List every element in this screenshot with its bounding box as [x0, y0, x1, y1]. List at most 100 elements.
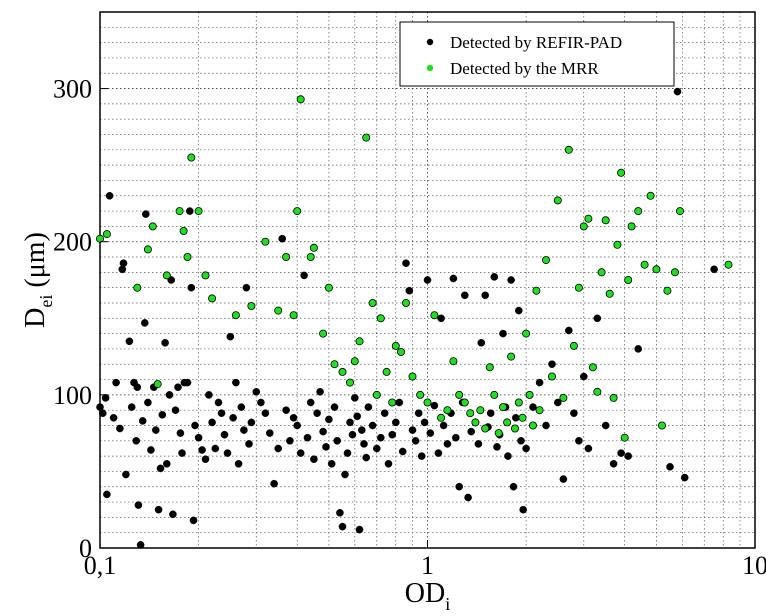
x-tick-label: 1 [421, 551, 434, 580]
point-refir-pad [169, 510, 177, 519]
point-mrr [588, 363, 597, 372]
point-refir-pad [402, 259, 410, 268]
point-mrr [646, 191, 655, 200]
point-mrr [408, 372, 417, 381]
point-mrr [663, 286, 672, 295]
legend-marker-refir-pad [426, 38, 434, 46]
point-refir-pad [140, 319, 149, 327]
point-refir-pad [515, 306, 523, 315]
point-mrr [609, 393, 618, 402]
point-refir-pad [336, 508, 344, 517]
point-refir-pad [132, 436, 140, 445]
point-refir-pad [136, 541, 145, 549]
point-refir-pad [208, 418, 216, 427]
point-refir-pad [580, 372, 588, 381]
point-mrr [231, 311, 240, 320]
y-axis-label: Dei (μm) [20, 232, 56, 328]
point-mrr [396, 347, 405, 356]
point-refir-pad [343, 449, 352, 457]
point-refir-pad [507, 276, 515, 284]
point-mrr [345, 378, 354, 387]
point-refir-pad [183, 378, 192, 387]
point-mrr [274, 306, 283, 315]
point-mrr [613, 240, 622, 249]
x-axis-label: ODi [405, 578, 450, 614]
point-refir-pad [673, 87, 682, 96]
point-refir-pad [327, 459, 336, 468]
point-refir-pad [211, 444, 220, 453]
point-refir-pad [512, 413, 520, 422]
point-mrr [179, 226, 188, 235]
point-mrr [443, 406, 452, 415]
point-mrr [148, 222, 157, 231]
point-mrr [350, 357, 359, 366]
point-refir-pad [388, 430, 397, 439]
point-refir-pad [265, 429, 274, 437]
point-refir-pad [368, 421, 377, 430]
point-refir-pad [165, 391, 174, 399]
point-mrr [153, 380, 162, 389]
point-refir-pad [278, 234, 287, 243]
point-refir-pad [517, 436, 525, 445]
point-refir-pad [296, 449, 305, 457]
point-mrr [494, 429, 503, 438]
point-refir-pad [274, 444, 283, 453]
point-refir-pad [99, 409, 107, 418]
point-mrr [535, 406, 544, 415]
point-refir-pad [617, 449, 625, 457]
point-mrr [574, 283, 583, 292]
point-mrr [522, 329, 531, 338]
point-mrr [548, 372, 557, 381]
point-refir-pad [300, 271, 308, 280]
point-mrr [579, 222, 588, 231]
point-refir-pad [330, 403, 339, 411]
point-mrr [201, 271, 210, 280]
point-refir-pad [519, 505, 528, 514]
point-refir-pad [357, 426, 366, 434]
point-refir-pad [346, 418, 354, 427]
point-refir-pad [176, 429, 185, 437]
point-refir-pad [464, 493, 472, 502]
point-refir-pad [411, 436, 420, 445]
point-refir-pad [154, 505, 163, 514]
point-mrr [634, 207, 643, 216]
point-refir-pad [434, 449, 443, 457]
point-refir-pad [384, 459, 393, 468]
point-mrr [261, 237, 270, 246]
point-refir-pad [174, 383, 182, 392]
point-refir-pad [529, 403, 537, 411]
point-refir-pad [161, 338, 169, 347]
point-refir-pad [455, 482, 464, 491]
point-mrr [617, 168, 626, 177]
point-refir-pad [223, 449, 232, 457]
point-refir-pad [593, 314, 602, 323]
point-refir-pad [451, 433, 460, 442]
point-refir-pad [391, 418, 400, 427]
point-mrr [503, 418, 512, 427]
point-refir-pad [116, 424, 124, 433]
point-mrr [553, 196, 562, 205]
legend-label-mrr: Detected by the MRR [450, 59, 599, 78]
point-mrr [507, 352, 516, 361]
point-refir-pad [499, 329, 507, 338]
point-mrr [671, 268, 680, 277]
point-refir-pad [439, 421, 448, 430]
point-mrr [306, 252, 315, 261]
y-tick-label: 200 [53, 228, 92, 257]
point-refir-pad [158, 410, 167, 419]
point-mrr [289, 311, 298, 320]
point-refir-pad [205, 391, 213, 399]
point-refir-pad [141, 210, 150, 218]
point-refir-pad [565, 326, 573, 335]
point-refir-pad [493, 443, 501, 451]
point-refir-pad [234, 459, 243, 468]
point-refir-pad [584, 444, 593, 453]
point-mrr [471, 418, 480, 427]
point-refir-pad [119, 259, 128, 268]
point-refir-pad [245, 440, 253, 448]
point-refir-pad [198, 446, 206, 454]
point-mrr [466, 409, 475, 418]
x-tick-label: 0,1 [84, 551, 117, 580]
